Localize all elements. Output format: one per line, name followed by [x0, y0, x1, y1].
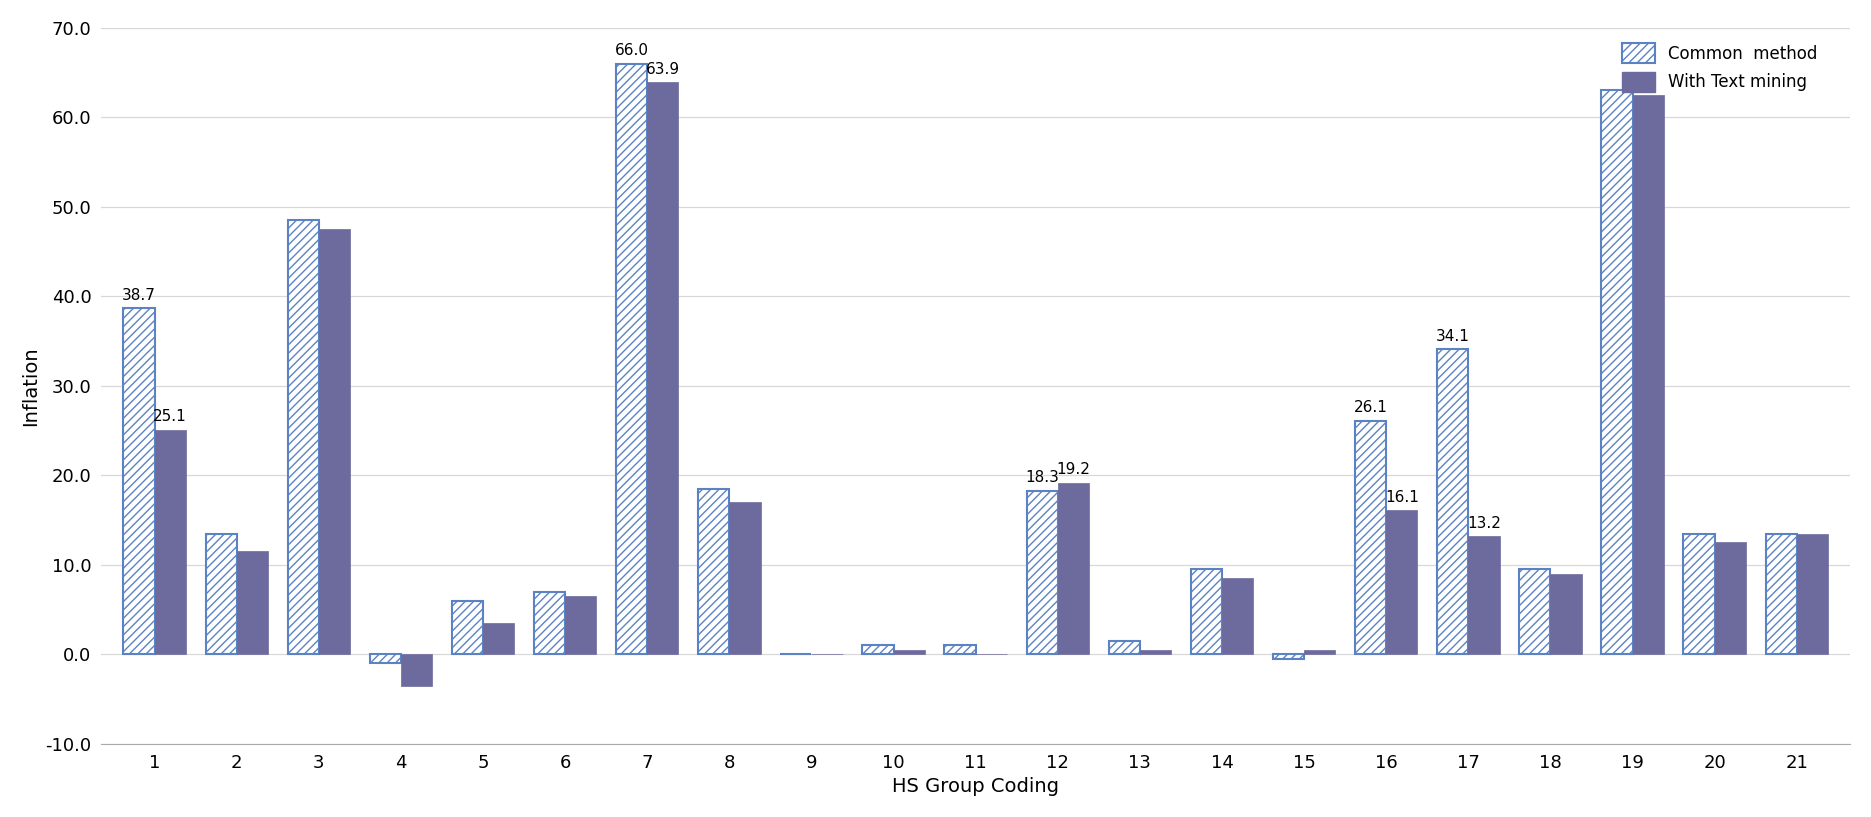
Bar — [370, 654, 400, 663]
Bar — [318, 230, 350, 654]
Y-axis label: Inflation: Inflation — [21, 346, 39, 426]
Text: 63.9: 63.9 — [645, 62, 679, 77]
Text: 26.1: 26.1 — [1355, 400, 1388, 415]
Bar — [1386, 511, 1418, 654]
Bar — [730, 502, 761, 654]
Bar — [1633, 95, 1663, 654]
Bar — [1355, 421, 1386, 654]
Bar — [1304, 650, 1336, 654]
Bar — [1027, 490, 1057, 654]
Text: 16.1: 16.1 — [1385, 490, 1418, 505]
Bar — [1519, 569, 1551, 654]
Bar — [647, 83, 679, 654]
Bar — [1222, 578, 1254, 654]
Bar — [565, 596, 597, 654]
Bar — [616, 64, 647, 654]
Bar — [1110, 641, 1139, 654]
Bar — [1469, 536, 1499, 654]
Bar — [1272, 654, 1304, 659]
Bar — [1796, 534, 1828, 654]
Bar — [123, 308, 155, 654]
Bar — [863, 645, 894, 654]
Bar — [1551, 574, 1581, 654]
Text: 38.7: 38.7 — [122, 288, 155, 302]
Bar — [533, 592, 565, 654]
Bar — [894, 650, 924, 654]
Bar — [238, 551, 268, 654]
Bar — [1602, 91, 1633, 654]
Bar — [1684, 534, 1714, 654]
Bar — [483, 623, 515, 654]
Text: 25.1: 25.1 — [153, 409, 187, 424]
Bar — [400, 654, 432, 685]
Bar — [288, 221, 318, 654]
Bar — [451, 600, 483, 654]
Text: 18.3: 18.3 — [1025, 471, 1059, 485]
Bar — [1190, 569, 1222, 654]
Text: 19.2: 19.2 — [1057, 462, 1091, 477]
Text: 66.0: 66.0 — [616, 43, 649, 58]
Bar — [698, 489, 730, 654]
Legend: Common  method, With Text mining: Common method, With Text mining — [1615, 36, 1824, 99]
Bar — [1139, 650, 1171, 654]
Bar — [1437, 349, 1469, 654]
Text: 13.2: 13.2 — [1467, 516, 1501, 531]
Bar — [206, 534, 238, 654]
Bar — [1766, 534, 1796, 654]
Bar — [1714, 542, 1746, 654]
Bar — [1057, 483, 1089, 654]
Bar — [155, 430, 185, 654]
Bar — [945, 645, 975, 654]
Text: 34.1: 34.1 — [1435, 328, 1471, 344]
X-axis label: HS Group Coding: HS Group Coding — [892, 777, 1059, 797]
